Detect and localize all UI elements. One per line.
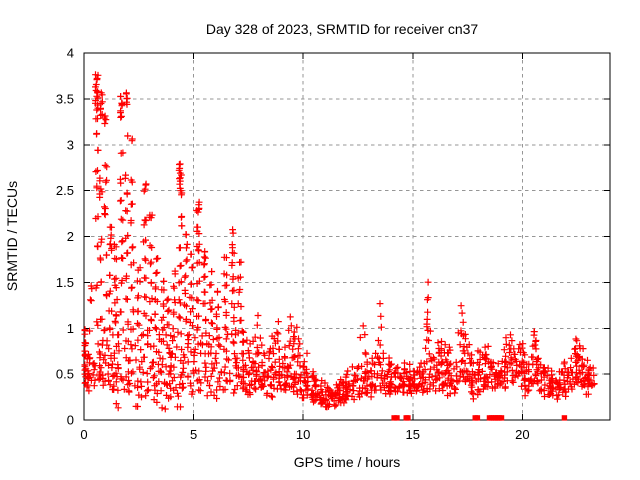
x-axis-label: GPS time / hours xyxy=(294,454,401,470)
y-tick-label: 1.5 xyxy=(56,275,74,290)
x-tick-label: 10 xyxy=(296,427,310,442)
y-tick-label: 3 xyxy=(67,137,74,152)
y-tick-label: 2.5 xyxy=(56,183,74,198)
y-axis-label: SRMTID / TECUs xyxy=(4,181,20,291)
x-tick-label: 0 xyxy=(80,427,87,442)
baseline-flag-square xyxy=(394,415,400,421)
chart-title: Day 328 of 2023, SRMTID for receiver cn3… xyxy=(206,21,479,37)
y-tick-label: 2 xyxy=(67,229,74,244)
x-tick-label: 20 xyxy=(515,427,529,442)
baseline-flag-square xyxy=(498,415,505,421)
baseline-flag-markers xyxy=(391,415,568,421)
x-tick-label: 5 xyxy=(190,427,197,442)
gridlines xyxy=(84,53,610,420)
baseline-flag-square xyxy=(474,415,481,421)
baseline-flag-square xyxy=(391,415,397,421)
x-tick-label: 15 xyxy=(406,427,420,442)
y-tick-label: 3.5 xyxy=(56,91,74,106)
y-tick-label: 1 xyxy=(67,321,74,336)
baseline-flag-square xyxy=(561,415,568,421)
tick-labels: 0 5 10 15 20 0 0.5 1 1.5 2 2.5 3 3.5 4 xyxy=(56,46,530,443)
y-tick-label: 0.5 xyxy=(56,367,74,382)
y-tick-label: 0 xyxy=(67,413,74,428)
baseline-flag-square xyxy=(405,415,411,421)
data-points xyxy=(81,71,598,413)
y-tick-label: 4 xyxy=(67,46,74,61)
srmtid-plus-markers xyxy=(81,71,598,413)
